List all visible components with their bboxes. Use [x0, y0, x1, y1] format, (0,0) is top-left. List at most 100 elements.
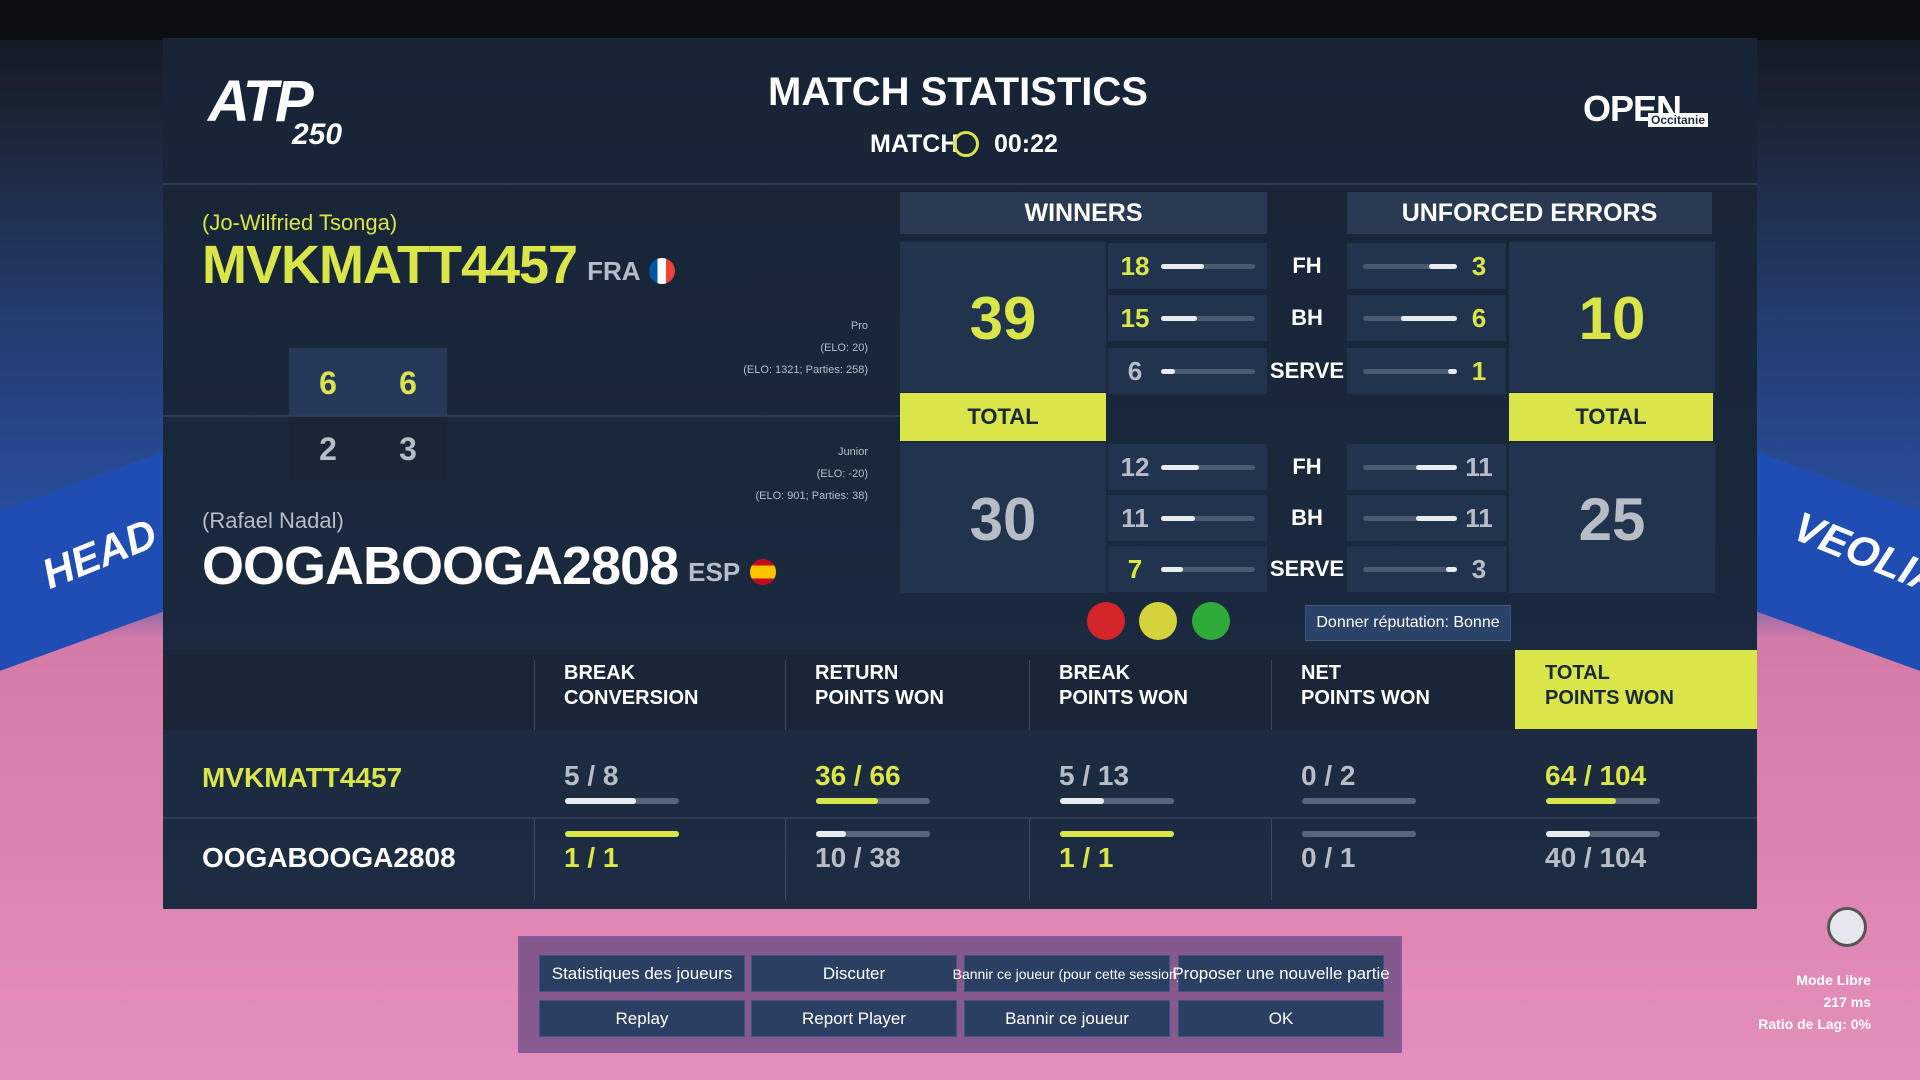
row-label: FH — [1292, 454, 1322, 479]
stat-cell: 0 / 1 — [1301, 842, 1356, 873]
action-button[interactable]: Discuter — [751, 955, 957, 992]
bar-track — [1161, 516, 1255, 521]
bar-track — [1363, 567, 1457, 572]
table-row-bg — [163, 730, 1757, 817]
action-button[interactable]: Bannir ce joueur — [964, 1000, 1170, 1037]
logo-atp-sub: 250 — [292, 118, 343, 151]
bar-track — [1546, 831, 1660, 837]
bar-fill — [1445, 567, 1457, 572]
total-value: 39 — [969, 285, 1037, 352]
total-box — [1509, 242, 1715, 392]
player-elo: (ELO: 20) — [820, 342, 868, 354]
column-header: BREAK — [564, 662, 636, 684]
action-button[interactable]: Report Player — [751, 1000, 957, 1037]
bar-fill — [1161, 567, 1183, 572]
bar-fill — [1546, 798, 1617, 804]
player-divider — [163, 415, 900, 417]
logo-open-sub: Occitanie — [1648, 113, 1709, 127]
bar-track — [1060, 798, 1174, 804]
total-value: 10 — [1578, 285, 1646, 352]
player-character: (Jo-Wilfried Tsonga) — [202, 210, 398, 235]
bar-track — [1363, 369, 1457, 374]
avatar — [1827, 907, 1867, 947]
player-elo_detail: (ELO: 901; Parties: 38) — [755, 490, 869, 502]
reputation-icon-button[interactable] — [1087, 602, 1125, 640]
reputation-icon-button[interactable] — [1139, 602, 1177, 640]
bar-track — [1302, 831, 1416, 837]
row-name: OOGABOOGA2808 — [202, 842, 456, 873]
table-header — [163, 650, 1757, 729]
stat-cell: 5 / 13 — [1059, 760, 1130, 791]
bar-fill — [1428, 264, 1457, 269]
column-header: RETURN — [815, 662, 899, 684]
player-country: ESP — [688, 557, 741, 587]
flag — [750, 559, 777, 585]
bar-track — [1363, 264, 1457, 269]
reputation-icon-button[interactable] — [1192, 602, 1230, 640]
bar-fill — [1415, 465, 1457, 470]
set-score: 6 — [319, 365, 337, 401]
total-label: TOTAL — [900, 393, 1106, 441]
column-header: POINTS WON — [815, 687, 944, 709]
stat-cell: 1 / 1 — [564, 842, 619, 873]
action-button[interactable]: Bannir ce joueur (pour cette session) — [953, 955, 1181, 992]
column-header: POINTS WON — [1545, 687, 1674, 709]
bar-fill — [1060, 798, 1104, 804]
player-character: (Rafael Nadal) — [202, 508, 344, 533]
column-header: CONVERSION — [564, 687, 699, 709]
bar-track — [1363, 516, 1457, 521]
action-button[interactable]: Proposer une nouvelle partie — [1172, 955, 1390, 992]
bar-track — [816, 831, 930, 837]
row-label: BH — [1291, 305, 1323, 330]
match-label: MATCH — [870, 130, 959, 158]
stat-cell: 10 / 38 — [815, 842, 901, 873]
flag — [649, 258, 676, 284]
bar-fill — [1161, 316, 1198, 321]
stat-value: 7 — [1127, 554, 1143, 584]
column-header: POINTS WON — [1301, 687, 1430, 709]
bar-track — [1302, 798, 1416, 804]
stat-value: 6 — [1471, 303, 1487, 333]
stat-value: 6 — [1127, 356, 1143, 386]
stat-cell: 5 / 8 — [564, 760, 619, 791]
bar-fill — [565, 831, 679, 837]
title: MATCH STATISTICS — [768, 70, 1148, 114]
stat-value: 3 — [1471, 251, 1487, 281]
reputation-button[interactable]: Donner réputation: Bonne — [1305, 605, 1511, 641]
bar-track — [1161, 316, 1255, 321]
total-box — [900, 242, 1106, 392]
column-header: POINTS WON — [1059, 687, 1188, 709]
action-button[interactable]: Replay — [539, 1000, 745, 1037]
status-mode: Mode Libre — [1796, 972, 1871, 988]
stat-value: 18 — [1120, 251, 1150, 281]
stat-value: 1 — [1471, 356, 1487, 386]
player-elo_detail: (ELO: 1321; Parties: 258) — [743, 364, 868, 376]
stat-value: 3 — [1471, 554, 1487, 584]
bar-track — [1161, 465, 1255, 470]
action-button[interactable]: OK — [1178, 1000, 1384, 1037]
bar-track — [1161, 264, 1255, 269]
total-column-header — [1515, 650, 1757, 729]
set-score: 3 — [399, 431, 417, 467]
stat-cell: 36 / 66 — [815, 760, 901, 791]
bar-fill — [1161, 369, 1176, 374]
bar-fill — [1415, 516, 1457, 521]
bar-fill — [1161, 465, 1199, 470]
total-box — [1509, 443, 1715, 593]
stat-value: 11 — [1465, 503, 1493, 533]
stat-cell: 40 / 104 — [1545, 842, 1647, 873]
stat-cell: 0 / 2 — [1301, 760, 1356, 791]
stat-cell: 64 / 104 — [1545, 760, 1647, 791]
row-label: FH — [1292, 253, 1322, 278]
player-elo: (ELO: -20) — [816, 468, 868, 480]
row-label: SERVE — [1269, 358, 1345, 383]
action-button[interactable]: Statistiques des joueurs — [539, 955, 745, 992]
bar-fill — [1161, 264, 1205, 269]
logo-atp: ATP — [208, 69, 314, 134]
bar-track — [1363, 465, 1457, 470]
column-header: TOTAL — [1545, 662, 1610, 684]
column-header: NET — [1301, 662, 1341, 684]
bar-fill — [816, 798, 879, 804]
column-header: BREAK — [1059, 662, 1131, 684]
